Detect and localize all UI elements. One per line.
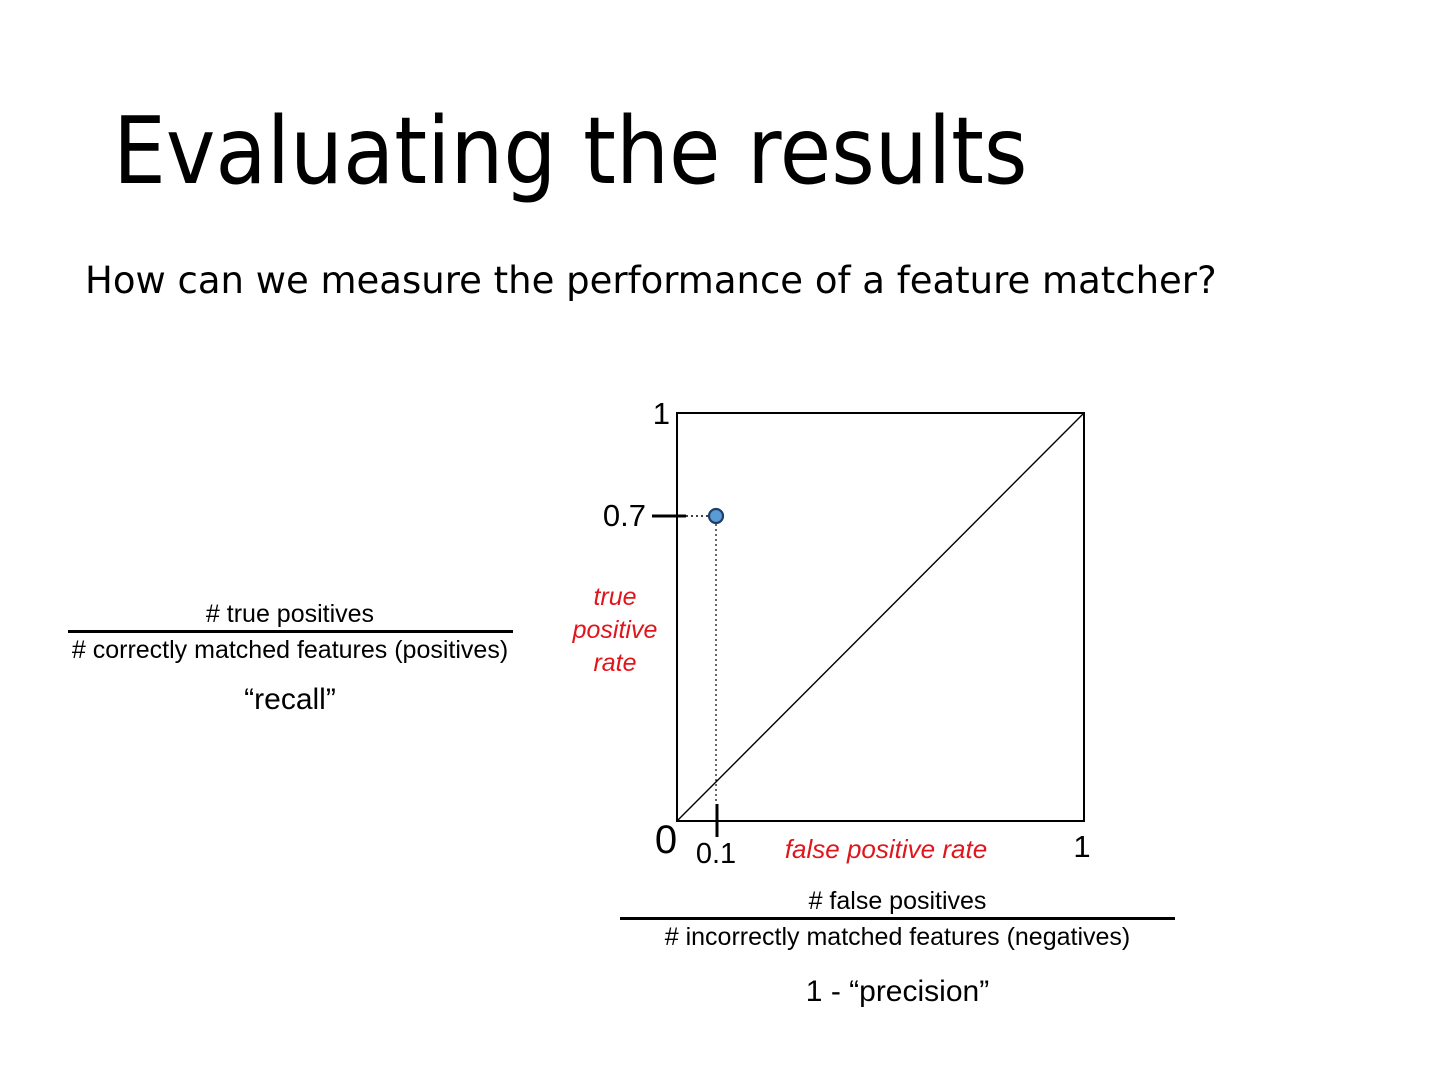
y-axis-title: true positive rate [572, 583, 658, 677]
roc-chart [652, 412, 1085, 837]
roc-plot-box [676, 412, 1085, 822]
precision-caption: 1 - “precision” [805, 975, 990, 1008]
recall-fraction-bar [67, 630, 513, 633]
x-axis-max-label: 1 [1073, 829, 1091, 864]
precision-numerator: # false positives [808, 887, 987, 915]
recall-numerator: # true positives [205, 600, 375, 628]
recall-caption: “recall” [244, 683, 336, 716]
y-axis-max-label: 1 [652, 396, 670, 431]
precision-fraction-bar [620, 917, 1175, 920]
y-axis-0-7-label: 0.7 [602, 498, 646, 533]
slide-subtitle: How can we measure the performance of a … [85, 259, 1217, 302]
chance-diagonal-line [676, 412, 1085, 822]
x-axis-0-1-label: 0.1 [695, 838, 737, 870]
operating-point-marker [707, 507, 725, 525]
recall-fraction: # true positives # correctly matched fea… [43, 601, 537, 664]
slide-title: Evaluating the results [113, 97, 1028, 205]
precision-denominator: # incorrectly matched features (negative… [664, 923, 1131, 951]
precision-fraction: # false positives # incorrectly matched … [620, 888, 1175, 951]
x-axis-title: false positive rate [784, 834, 988, 864]
origin-label: 0 [654, 818, 678, 862]
recall-denominator: # correctly matched features (positives) [71, 636, 509, 664]
